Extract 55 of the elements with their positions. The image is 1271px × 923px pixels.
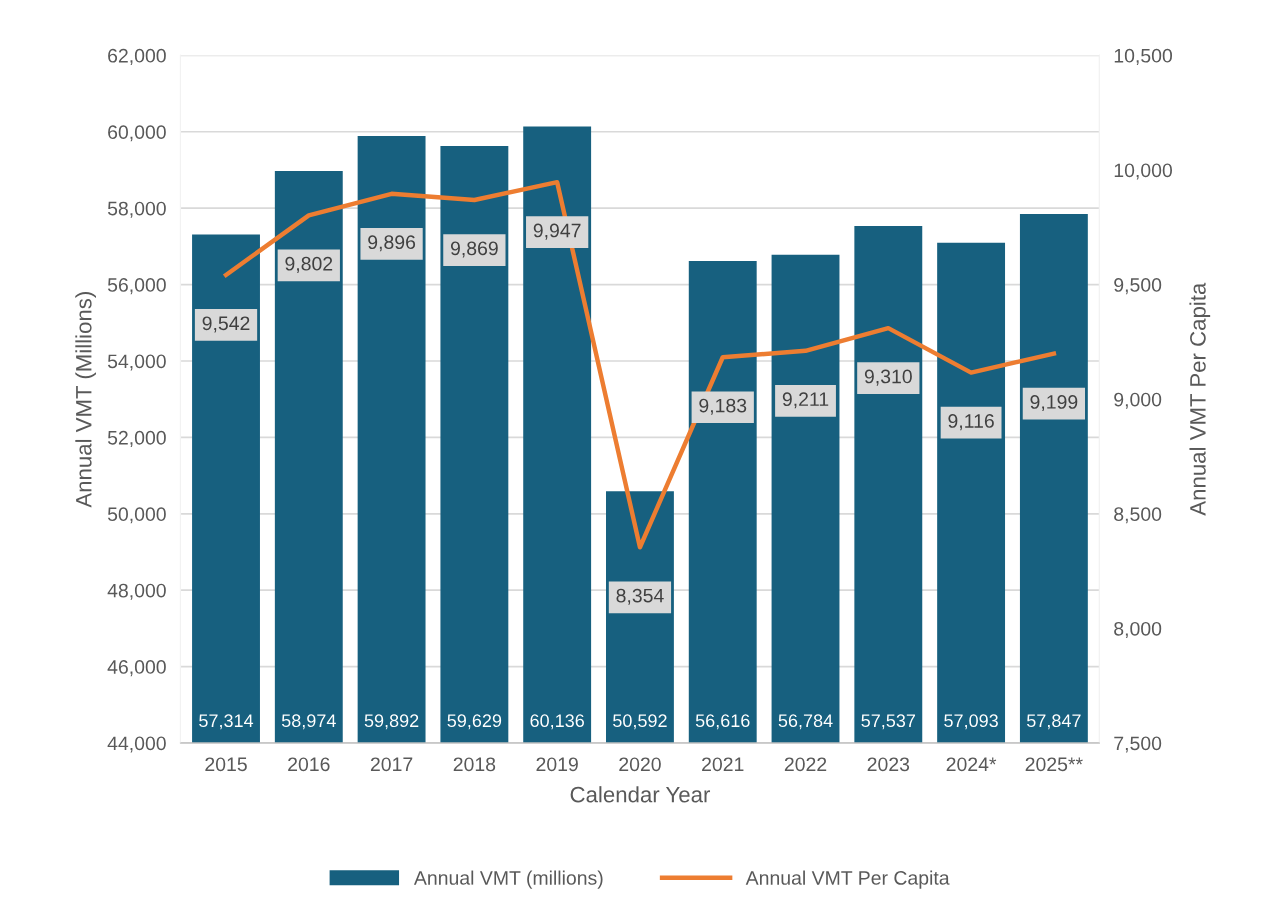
y-tick-label: 52,000 — [107, 430, 166, 447]
x-tick-label: 2018 — [453, 757, 496, 772]
data-label: 9,199 — [1030, 395, 1078, 412]
data-label: 8,354 — [616, 588, 664, 605]
x-tick-label: 2016 — [288, 757, 330, 772]
y2-tick-label: 9,500 — [1114, 278, 1162, 295]
legend-label: Annual VMT Per Capita — [745, 870, 950, 889]
data-label: 9,542 — [202, 316, 250, 333]
data-label: 9,802 — [285, 256, 333, 273]
y-tick-label: 48,000 — [107, 583, 166, 600]
x-tick-label: 2022 — [784, 757, 827, 772]
y-tick-label: 58,000 — [107, 201, 166, 218]
x-tick-label: 2024* — [946, 757, 997, 772]
data-label: 57,537 — [861, 714, 916, 730]
legend-label: Annual VMT (millions) — [413, 870, 603, 889]
data-label: 50,592 — [613, 714, 667, 730]
x-tick-label: 2021 — [702, 757, 744, 772]
x-axis-title: Calendar Year — [570, 786, 711, 803]
y2-tick-label: 9,000 — [1114, 392, 1162, 409]
data-label: 57,093 — [944, 714, 998, 730]
data-label: 56,616 — [695, 714, 750, 730]
y-tick-label: 50,000 — [107, 507, 166, 524]
data-label: 56,784 — [778, 714, 833, 730]
x-tick-label: 2025** — [1025, 757, 1083, 772]
data-label: 9,310 — [864, 369, 912, 386]
y2-tick-label: 8,000 — [1114, 621, 1162, 638]
data-label: 58,974 — [281, 714, 336, 730]
x-tick-label: 2020 — [619, 757, 661, 772]
y2-tick-label: 8,500 — [1114, 507, 1162, 524]
y2-tick-label: 10,000 — [1114, 163, 1173, 180]
data-label: 9,183 — [699, 398, 747, 415]
y-tick-label: 44,000 — [107, 736, 166, 753]
y2-tick-label: 7,500 — [1114, 736, 1162, 753]
x-tick-label: 2015 — [205, 757, 247, 772]
x-tick-label: 2017 — [370, 757, 413, 772]
data-label: 9,896 — [368, 235, 416, 252]
y-tick-label: 54,000 — [107, 354, 166, 371]
data-label: 9,211 — [782, 392, 829, 409]
x-tick-label: 2023 — [867, 757, 910, 772]
y2-tick-label: 10,500 — [1114, 48, 1173, 65]
data-label: 9,947 — [533, 223, 581, 240]
data-label: 57,847 — [1027, 714, 1081, 730]
data-label: 59,629 — [447, 714, 502, 730]
y-tick-label: 62,000 — [108, 48, 166, 65]
data-label: 60,136 — [530, 714, 584, 730]
data-label: 57,314 — [199, 714, 254, 730]
y-tick-label: 46,000 — [107, 660, 166, 677]
y2-axis-title: Annual VMT Per Capita — [1189, 282, 1211, 516]
data-label: 9,869 — [450, 241, 498, 258]
y-tick-label: 60,000 — [108, 125, 166, 142]
data-label: 59,892 — [364, 714, 419, 730]
y-tick-label: 56,000 — [107, 278, 166, 295]
y-axis-title: Annual VMT (Millions) — [75, 292, 97, 508]
x-tick-label: 2019 — [536, 757, 578, 772]
data-label: 9,116 — [948, 414, 994, 431]
